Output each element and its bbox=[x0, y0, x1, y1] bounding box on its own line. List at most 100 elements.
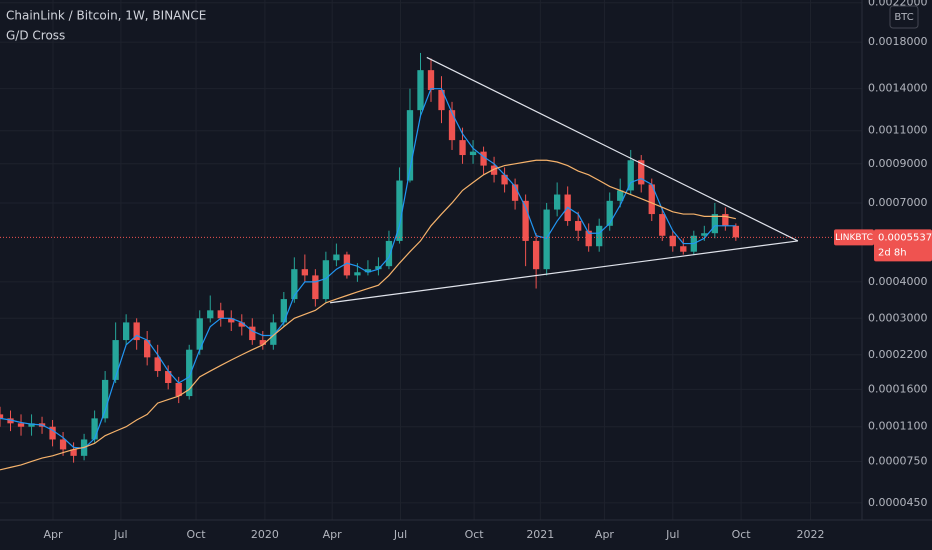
candle-body bbox=[28, 423, 35, 427]
x-tick-label: 2020 bbox=[251, 528, 279, 541]
candle-body bbox=[553, 194, 561, 210]
candle-body bbox=[322, 260, 330, 300]
y-tick-label: 0.0000750 bbox=[868, 454, 928, 467]
countdown-label: 2d 8h bbox=[878, 247, 907, 258]
candle-body bbox=[511, 184, 519, 201]
y-tick-label: 0.0011000 bbox=[868, 124, 928, 137]
currency-badge[interactable] bbox=[889, 5, 919, 29]
currency: BTC bbox=[894, 12, 913, 23]
plot bbox=[0, 52, 862, 471]
candle-body bbox=[648, 184, 655, 215]
candle-body bbox=[207, 310, 214, 319]
candle-body bbox=[301, 269, 309, 276]
candle-body bbox=[596, 225, 603, 247]
candle-body bbox=[701, 233, 708, 236]
y-tick-label: 0.0022000 bbox=[868, 0, 928, 9]
x-tick-label: Oct bbox=[187, 528, 207, 541]
y-tick-label: 0.0004000 bbox=[868, 275, 928, 288]
price-badge bbox=[874, 229, 932, 262]
candle-body bbox=[585, 230, 592, 247]
candle-body bbox=[122, 322, 130, 341]
candle-body bbox=[7, 418, 14, 424]
candle-body bbox=[469, 151, 477, 156]
candle-body bbox=[17, 423, 25, 427]
symbol-label: LINKBTC bbox=[835, 233, 873, 243]
candle-body bbox=[659, 214, 666, 236]
candle-body bbox=[638, 160, 645, 185]
candle-body bbox=[70, 449, 77, 456]
candle-body bbox=[59, 439, 67, 450]
candle-body bbox=[711, 214, 718, 234]
candle-body bbox=[627, 160, 634, 191]
candle-body bbox=[522, 200, 529, 241]
candle-body bbox=[396, 180, 403, 241]
candle-body bbox=[417, 70, 424, 111]
candle-body bbox=[532, 240, 540, 270]
trend-line bbox=[330, 240, 798, 304]
candle-body bbox=[354, 272, 361, 276]
candle-body bbox=[732, 225, 740, 238]
candle-body bbox=[480, 151, 487, 166]
y-tick-label: 0.0001600 bbox=[868, 382, 928, 395]
candle-body bbox=[280, 299, 287, 323]
moving-average bbox=[0, 88, 736, 450]
candle-body bbox=[291, 269, 298, 300]
candle-body bbox=[101, 379, 109, 419]
candle-body bbox=[427, 70, 435, 90]
candle-body bbox=[617, 190, 624, 201]
y-tick-label: 0.0018000 bbox=[868, 35, 928, 48]
candle-body bbox=[91, 418, 98, 440]
trend-line bbox=[426, 56, 799, 242]
candle-body bbox=[144, 340, 151, 358]
candle-body bbox=[543, 209, 550, 270]
candle-body bbox=[722, 214, 729, 226]
candle-body bbox=[186, 349, 193, 397]
candle-body bbox=[133, 322, 140, 341]
y-tick-label: 0.0007000 bbox=[868, 196, 928, 209]
candle-body bbox=[228, 318, 235, 323]
candle-body bbox=[343, 254, 351, 276]
candle-body bbox=[669, 235, 676, 247]
x-tick-label: Jul bbox=[665, 528, 679, 541]
candle-body bbox=[459, 140, 466, 156]
x-tick-label: Apr bbox=[595, 528, 615, 541]
candle-body bbox=[490, 165, 498, 175]
candle-body bbox=[270, 322, 277, 345]
y-tick-label: 0.0000450 bbox=[868, 496, 928, 509]
candle-body bbox=[606, 200, 613, 226]
candle-body bbox=[312, 275, 319, 300]
x-tick-label: Apr bbox=[43, 528, 63, 541]
last-price-label: 0.0005537 bbox=[878, 232, 932, 243]
candle-body bbox=[49, 426, 56, 440]
candle-body bbox=[154, 357, 161, 372]
candle-body bbox=[238, 322, 245, 327]
symbol-badge bbox=[834, 229, 874, 246]
x-tick-label: Jul bbox=[393, 528, 407, 541]
candle-body bbox=[385, 240, 393, 267]
candle-body bbox=[501, 174, 508, 185]
y-tick-label: 0.0003000 bbox=[868, 311, 928, 324]
candle-body bbox=[448, 110, 456, 141]
moving-average bbox=[0, 159, 736, 471]
candle-body bbox=[406, 110, 414, 181]
x-tick-label: Apr bbox=[323, 528, 343, 541]
x-tick-label: Oct bbox=[465, 528, 485, 541]
y-tick-label: 0.0009000 bbox=[868, 157, 928, 170]
x-tick-label: 2022 bbox=[796, 528, 824, 541]
candle-body bbox=[375, 266, 382, 270]
x-tick-label: Oct bbox=[732, 528, 752, 541]
y-tick-label: 0.0002200 bbox=[868, 348, 928, 361]
indicator-name: G/D Cross bbox=[6, 29, 65, 43]
axes: 0.0000450 0.0000750 0.0001100 0.0001600 0.00… bbox=[43, 0, 932, 541]
candle-body bbox=[333, 254, 340, 261]
candle-body bbox=[217, 310, 224, 319]
candle-body bbox=[0, 414, 4, 419]
x-tick-label: 2021 bbox=[526, 528, 554, 541]
candle-body bbox=[112, 340, 119, 380]
candle-body bbox=[680, 246, 687, 252]
candle-body bbox=[259, 340, 266, 345]
y-tick-label: 0.0014000 bbox=[868, 82, 928, 95]
chart-title: ChainLink / Bitcoin, 1W, BINANCE bbox=[6, 9, 206, 23]
candle-body bbox=[165, 371, 172, 383]
